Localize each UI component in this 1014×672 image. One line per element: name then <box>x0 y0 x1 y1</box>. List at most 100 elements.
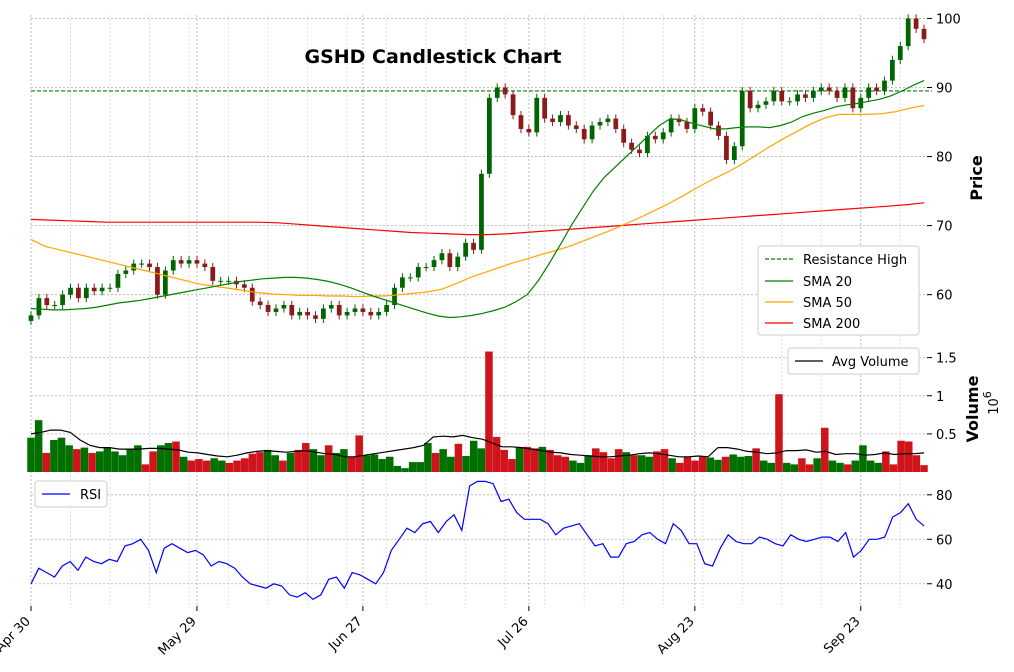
volume-bar <box>50 439 58 472</box>
volume-panel <box>27 351 928 472</box>
candle-body <box>897 46 903 60</box>
volume-bar <box>630 455 638 472</box>
x-tick-label: Sep 23 <box>821 614 864 657</box>
candle-body <box>589 125 595 140</box>
candle-body <box>242 284 247 288</box>
candle-body <box>645 135 650 154</box>
volume-bar <box>73 449 81 472</box>
volume-bar <box>821 427 829 472</box>
candle-body <box>273 308 279 312</box>
candle-body <box>890 59 895 81</box>
candle-body <box>178 260 184 264</box>
candle-body <box>921 28 927 40</box>
volume-bar <box>355 435 363 472</box>
price-legend: Resistance High SMA 20 SMA 50 SMA 200 <box>757 245 920 336</box>
volume-bar <box>431 452 440 472</box>
candle-body <box>692 108 698 129</box>
volume-bar <box>676 462 684 472</box>
volume-bar <box>569 460 577 472</box>
volume-bar <box>118 455 127 472</box>
candle-body <box>147 263 152 268</box>
candle-body <box>99 287 105 292</box>
candle-body <box>162 270 168 295</box>
volume-tick-label: 1 <box>936 390 944 405</box>
volume-bar <box>843 464 852 472</box>
volume-bar <box>767 462 776 472</box>
rsi-tick-label: 40 <box>936 578 953 593</box>
candle-body <box>407 277 413 279</box>
candle-body <box>874 87 879 91</box>
legend-sma50: SMA 50 <box>803 296 852 311</box>
candle-body <box>123 270 129 274</box>
candle-body <box>297 311 303 316</box>
candle-body <box>803 94 808 98</box>
candle-body <box>581 128 587 140</box>
candle-body <box>684 122 690 129</box>
candle-body <box>202 263 208 268</box>
volume-bar <box>729 454 737 472</box>
candle-body <box>668 118 674 133</box>
volume-bar <box>530 448 539 472</box>
x-tick-label: Apr 30 <box>0 614 34 655</box>
volume-bar <box>218 460 226 472</box>
candle-body <box>652 135 658 140</box>
volume-bar <box>523 446 531 472</box>
volume-bar <box>576 462 585 472</box>
volume-bar <box>683 456 692 472</box>
volume-bar <box>790 464 799 472</box>
candle-body <box>629 142 634 150</box>
candle-body <box>486 97 492 174</box>
volume-bar <box>645 456 653 472</box>
volume-bar <box>653 451 661 472</box>
volume-bar <box>317 455 325 472</box>
rsi-tick-label: 80 <box>936 489 953 504</box>
candle-body <box>779 90 785 102</box>
price-tick-label: 100 <box>936 12 961 27</box>
volume-bar <box>485 351 493 472</box>
volume-bar <box>584 455 592 472</box>
legend-sma20: SMA 20 <box>803 275 852 290</box>
volume-bar <box>187 460 196 472</box>
volume-bar <box>454 443 463 472</box>
candle-body <box>68 287 73 295</box>
volume-bar <box>134 445 142 472</box>
candle-body <box>676 118 682 123</box>
candle-body <box>494 87 500 98</box>
volume-bar <box>332 452 341 472</box>
candle-body <box>913 18 919 29</box>
candle-body <box>573 125 579 129</box>
candle-body <box>107 287 113 289</box>
volume-bar <box>447 456 455 472</box>
volume-bar <box>706 457 715 472</box>
candle-body <box>542 97 548 119</box>
volume-bar <box>34 420 43 472</box>
rsi-line <box>30 480 925 601</box>
x-tick-label: Jun 27 <box>325 614 365 654</box>
volume-bar <box>668 458 676 472</box>
volume-bar <box>111 451 119 472</box>
candle-body <box>826 87 832 91</box>
svg-text:106: 106 <box>981 391 1002 415</box>
candle-body <box>400 277 405 288</box>
volume-bar <box>57 437 66 472</box>
volume-bar <box>500 449 508 472</box>
volume-bar <box>836 462 844 472</box>
x-tick-label: May 29 <box>156 614 200 658</box>
candle-body <box>842 87 848 98</box>
candle-body <box>139 263 145 265</box>
volume-bar <box>179 456 188 472</box>
volume-bar <box>515 447 524 472</box>
volume-bar <box>538 446 547 472</box>
candle-body <box>336 305 342 316</box>
volume-bar <box>393 465 402 472</box>
price-tick-label: 90 <box>936 82 953 97</box>
volume-bar <box>874 462 882 472</box>
candle-body <box>463 242 469 257</box>
candle-body <box>186 260 192 264</box>
candle-body <box>866 87 872 98</box>
volume-bar <box>202 460 211 472</box>
candle-body <box>455 256 461 268</box>
volume-bar <box>103 447 112 472</box>
volume-bar <box>416 462 425 472</box>
